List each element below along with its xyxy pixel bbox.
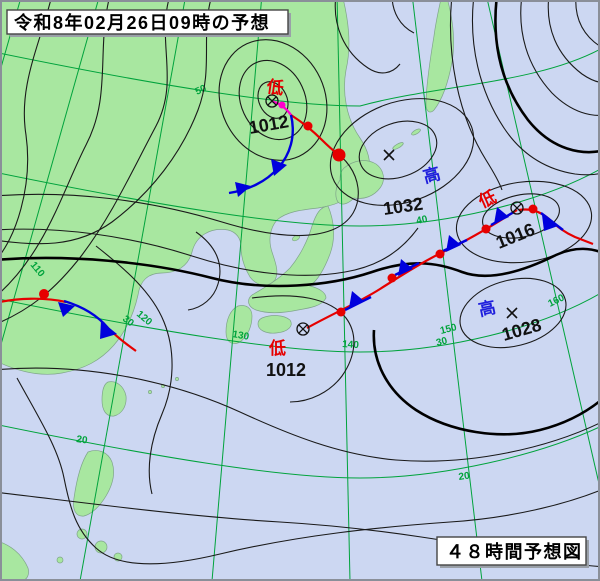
stationary-front-marker [387, 273, 397, 283]
taiwan-island [101, 381, 127, 417]
cold-front-marker [235, 182, 251, 197]
high-centre-symbol [506, 307, 518, 319]
occluded-front-marker [278, 101, 286, 109]
latitude-40 [0, 168, 600, 227]
chart-type-box: ４８時間予想図 [436, 536, 589, 568]
lat-label-50: 50 [194, 83, 209, 98]
weather-fronts [0, 99, 594, 352]
kuril-islet [392, 142, 404, 150]
lon-label-130: 130 [231, 329, 250, 343]
visayas-island [76, 528, 88, 540]
lon-label-150: 150 [439, 322, 458, 337]
stationary-front-marker [494, 207, 509, 224]
visayas-island [94, 540, 108, 554]
chart-type-box-rect [436, 536, 587, 566]
land-masses [0, 0, 454, 581]
low-centre-symbol [296, 322, 310, 336]
high-symbol-north: 高 [421, 163, 443, 187]
shikoku-island [257, 315, 292, 334]
meridian-120 [79, 0, 186, 581]
lat-label-40: 40 [415, 214, 429, 227]
hokkaido-island [335, 160, 384, 205]
low-value-south: 1012 [266, 360, 306, 380]
latitude-30 [0, 292, 600, 353]
lon-label-140: 140 [342, 339, 360, 351]
meridian-130 [211, 0, 262, 581]
title-box [6, 9, 289, 35]
latitude-50 [0, 48, 600, 107]
stationary-front-marker [349, 291, 364, 308]
luzon-island [73, 450, 114, 517]
meridian-150 [412, 0, 483, 581]
pressure-centre-symbols [265, 94, 524, 336]
stationary-front-marker [435, 249, 445, 259]
forecast-title-box: 令和8年02月26日09時の予想 [6, 9, 291, 37]
stationary-front-marker [398, 259, 413, 276]
forecast-title: 令和8年02月26日09時の予想 [13, 12, 270, 33]
graticule-labels: 110 120 130 140 150 160 20 20 30 30 40 5… [28, 83, 567, 483]
high-centre-symbol [383, 149, 395, 161]
low-symbol-north: 低 [264, 76, 285, 98]
low-centre-symbol [265, 94, 279, 108]
stationary-front-marker [39, 289, 49, 299]
lat-label-30-east: 30 [435, 335, 449, 348]
visayas-island [56, 556, 64, 564]
high-symbol-southeast: 高 [477, 297, 498, 320]
cold-front-marker [271, 159, 287, 176]
warm-front-marker [332, 148, 346, 162]
meridian-110 [0, 0, 99, 349]
stationary-front-marker [481, 224, 491, 234]
front-east-marker [542, 215, 558, 231]
kuril-islet [411, 128, 421, 136]
chart-type-label: ４８時間予想図 [446, 541, 583, 562]
front-east-blue-seg [540, 212, 564, 231]
stationary-front-marker [100, 321, 117, 339]
lat-label-20-east: 20 [458, 470, 471, 483]
warm-front-marker [303, 121, 313, 131]
sakhalin-island [425, 0, 454, 113]
front-east-marker [528, 204, 538, 214]
isobars [0, 0, 600, 568]
low-centre-symbol [510, 201, 524, 215]
meridian-140 [336, 0, 351, 581]
ryukyu-islet [148, 390, 152, 394]
low-symbol-south: 低 [268, 338, 286, 358]
lat-label-20-west: 20 [76, 434, 89, 447]
stationary-front-marker [446, 235, 461, 252]
stationary-front-marker [58, 302, 75, 317]
stationary-front-marker [336, 307, 346, 317]
asia-mainland [0, 0, 370, 375]
ryukyu-islet [175, 377, 179, 381]
